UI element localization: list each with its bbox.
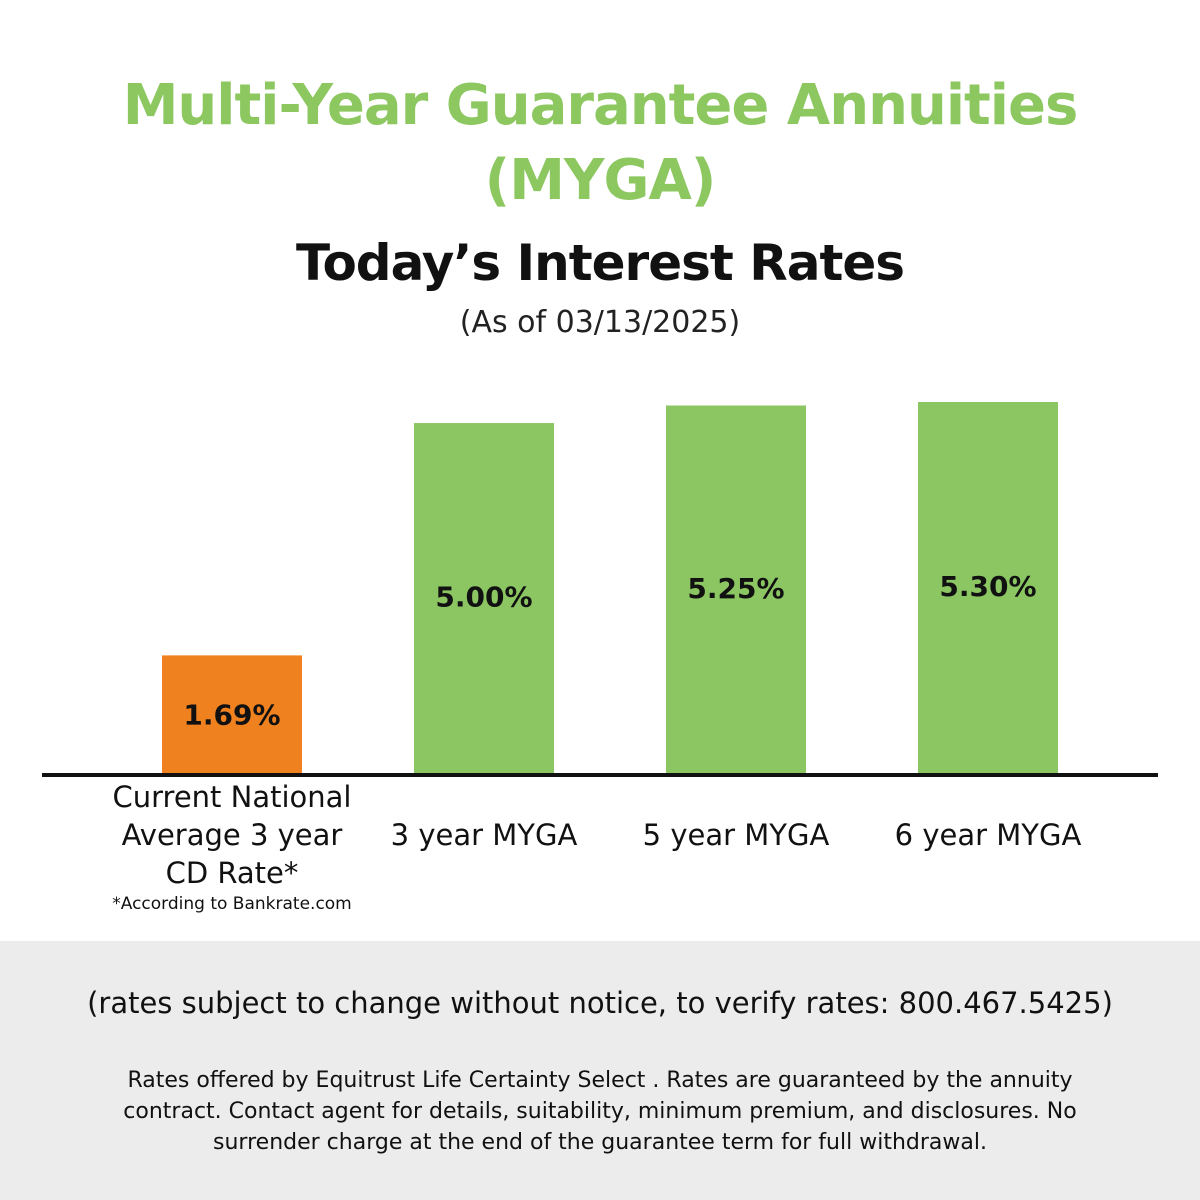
bar-value-label-1: 1.69% [183, 699, 280, 732]
bar-1 [162, 655, 302, 774]
bar-4 [918, 402, 1058, 774]
footer-panel: (rates subject to change without notice,… [0, 941, 1200, 1200]
category-label-2: 3 year MYGA [334, 816, 634, 854]
as-of-date: (As of 03/13/2025) [459, 305, 741, 340]
title-line-1: Multi-Year Guarantee Annuities [122, 73, 1079, 138]
category-label-line: Current National [112, 780, 352, 814]
bar-value-label-4: 5.30% [939, 570, 1036, 603]
category-label-line: 5 year MYGA [642, 818, 830, 852]
disclaimer: Rates offered by Equitrust Life Certaint… [123, 1068, 1077, 1155]
chart-title: Today’s Interest Rates [295, 234, 905, 292]
category-label-line: Average 3 year [121, 818, 343, 852]
category-label-line: 6 year MYGA [894, 818, 1082, 852]
rates-note: (rates subject to change without notice,… [87, 986, 1113, 1020]
footnote: *According to Bankrate.com [112, 894, 352, 914]
category-label-4: 6 year MYGA [838, 816, 1138, 854]
category-label-line: 3 year MYGA [390, 818, 578, 852]
bar-3 [666, 405, 806, 774]
bar-2 [414, 423, 554, 774]
category-label-line: CD Rate* [165, 856, 299, 890]
bar-value-label-3: 5.25% [687, 572, 784, 605]
category-label-3: 5 year MYGA [586, 816, 886, 854]
bar-value-label-2: 5.00% [435, 581, 532, 614]
title-line-2: (MYGA) [484, 148, 717, 213]
category-label-1: Current National Average 3 year CD Rate* [82, 778, 382, 892]
